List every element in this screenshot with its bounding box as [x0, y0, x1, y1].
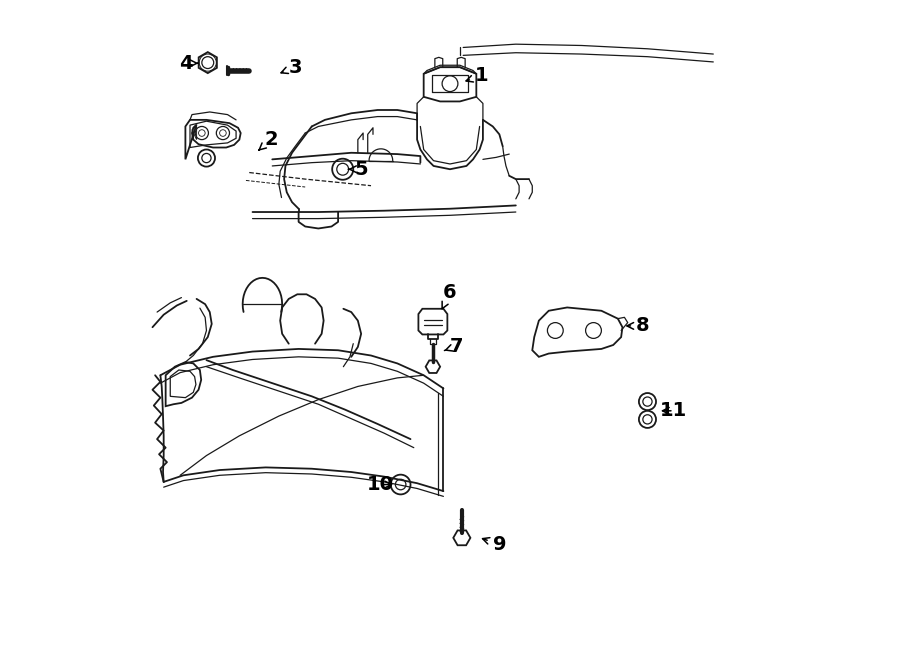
Text: 5: 5 [348, 160, 368, 178]
Text: 9: 9 [482, 535, 506, 554]
Text: 7: 7 [445, 337, 464, 356]
Text: 1: 1 [466, 66, 489, 85]
Text: 4: 4 [178, 54, 198, 73]
Text: 2: 2 [259, 130, 278, 150]
Text: 8: 8 [627, 317, 650, 335]
Text: 11: 11 [661, 401, 688, 420]
Text: 3: 3 [281, 58, 302, 77]
Text: 6: 6 [442, 284, 457, 309]
Text: 10: 10 [366, 475, 393, 494]
